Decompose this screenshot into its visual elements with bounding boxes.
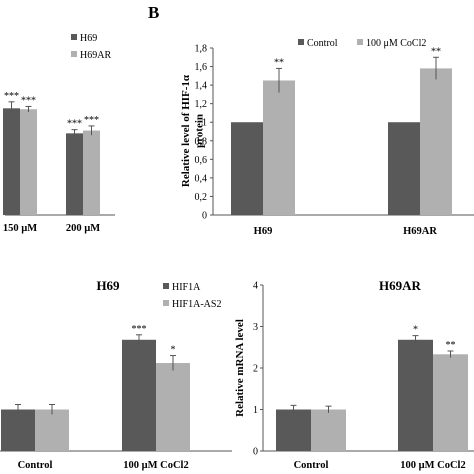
legend-label: 100 μM CoCl2 [366, 38, 426, 49]
chart-c-h69ar-mrna: 0 1 2 3 4 Relative mRNA level Control 100 μM Co… [234, 278, 474, 471]
legend-swatch [357, 39, 363, 45]
bar [35, 409, 69, 451]
x-category-label: Control [294, 460, 329, 471]
legend-swatch [71, 51, 77, 57]
significance-label: *** [21, 95, 36, 106]
y-tick-label: 0 [253, 447, 258, 458]
x-category-label: H69AR [403, 226, 437, 237]
y-axis-title: Relative mRNA level [234, 319, 246, 417]
bar [398, 339, 433, 451]
y-tick-label: 1,2 [195, 99, 208, 110]
significance-label: *** [84, 115, 99, 126]
significance-label: *** [67, 119, 82, 130]
bar [231, 122, 263, 215]
legend-label: HIF1A-AS2 [172, 299, 221, 310]
legend-label: Control [307, 38, 338, 49]
bar [3, 108, 20, 215]
y-tick-label: 1,6 [195, 62, 208, 73]
legend-label: H69AR [80, 50, 111, 61]
chart-b-hif1a-protein: 0 0,2 0,4 0,6 0,8 1 1,2 1,4 1,6 1,8 Relative level… [180, 38, 474, 237]
bar [276, 409, 311, 451]
x-category-label: Control [18, 460, 53, 471]
bar [66, 133, 83, 215]
bar [122, 339, 156, 451]
panel-title: H69AR [379, 278, 422, 293]
x-category-label: 100 μM CoCl2 [123, 460, 188, 471]
bar [388, 122, 420, 215]
significance-label: * [413, 325, 418, 336]
y-tick-label: 0,2 [195, 192, 208, 203]
y-tick-label: 1,4 [195, 81, 208, 92]
y-axis-title-line: Relative mRNA level [234, 319, 246, 417]
y-tick-label: 1 [253, 405, 258, 416]
bar [311, 409, 346, 451]
significance-label: * [171, 345, 176, 356]
panel-title: H69 [96, 278, 120, 293]
legend-swatch [298, 39, 304, 45]
bar [156, 363, 190, 451]
legend-label: HIF1A [172, 282, 201, 293]
bar [420, 68, 452, 216]
y-tick-label: 3 [253, 322, 258, 333]
significance-label: ** [446, 340, 456, 351]
x-category-label: 200 µM [66, 223, 100, 234]
bar [20, 109, 37, 215]
legend-swatch [71, 34, 77, 40]
panel-label-b: B [148, 3, 159, 22]
legend-label: H69 [80, 33, 97, 44]
x-category-label: 150 µM [3, 223, 37, 234]
bar [263, 80, 295, 215]
y-tick-label: 0 [202, 211, 207, 222]
y-tick-label: 2 [253, 364, 258, 375]
bar [1, 409, 35, 451]
legend-swatch [163, 283, 169, 289]
legend-swatch [163, 300, 169, 306]
significance-label: ** [431, 46, 441, 57]
x-category-label: H69 [254, 226, 273, 237]
significance-label: ** [274, 57, 284, 68]
bar [433, 354, 468, 451]
x-category-label: 100 μM CoCl2 [400, 460, 465, 471]
y-tick-label: 1,8 [195, 44, 208, 55]
y-tick-label: 1 [202, 118, 207, 129]
significance-label: *** [132, 324, 147, 335]
y-axis-title: Relative level of HIF-1αprotein [180, 74, 205, 187]
significance-label: *** [4, 91, 19, 102]
y-tick-label: 0,4 [195, 173, 208, 184]
bar [83, 130, 100, 215]
y-tick-label: 4 [253, 281, 258, 292]
y-tick-label: 0,8 [195, 136, 208, 147]
y-axis-title-line: Relative level of HIF-1α [180, 74, 192, 187]
y-tick-label: 0,6 [195, 155, 208, 166]
y-axis-title-line: protein [193, 114, 205, 148]
